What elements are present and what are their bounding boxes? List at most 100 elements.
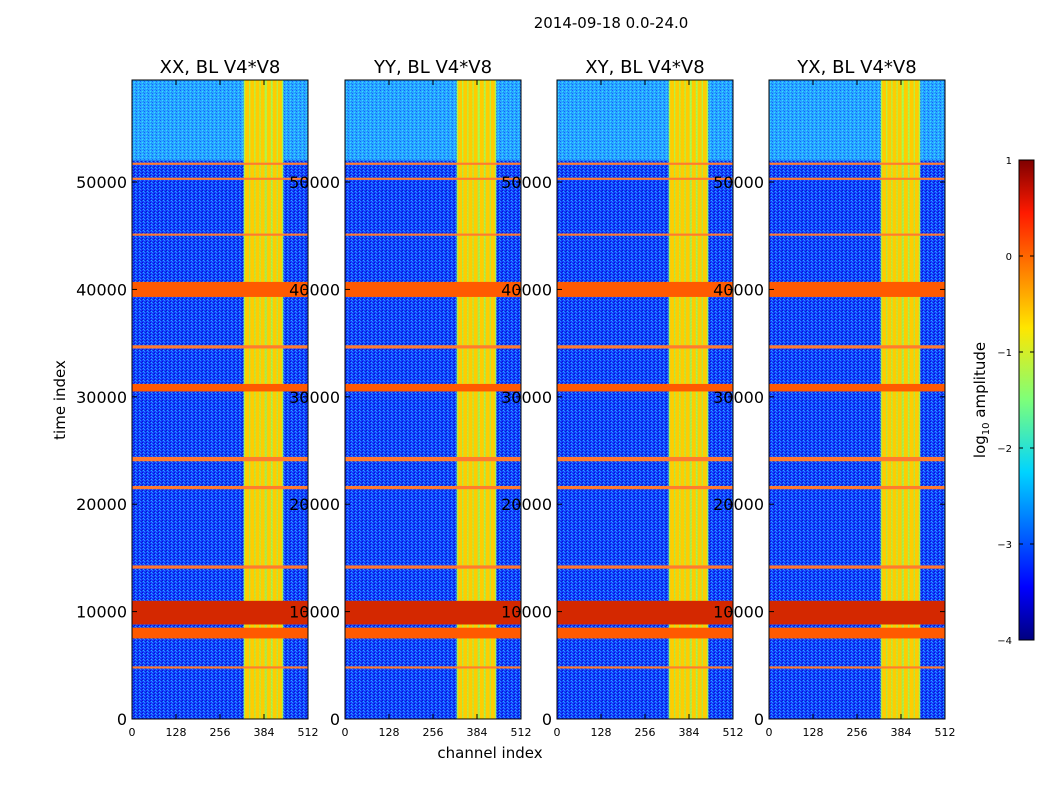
flagged-time-band — [345, 627, 521, 639]
rfi-channel-column — [490, 80, 495, 719]
y-tick-label: 40000 — [289, 280, 340, 299]
flagged-time-band — [769, 177, 945, 180]
flagged-time-band — [769, 456, 945, 462]
y-tick-label: 10000 — [501, 603, 552, 622]
y-tick-label: 10000 — [713, 603, 764, 622]
rfi-channel-column — [697, 80, 702, 719]
colorbar-tick-label: −2 — [997, 444, 1012, 455]
flagged-time-band — [345, 281, 521, 297]
rfi-channel-column — [479, 80, 484, 719]
y-axis-label: time index — [51, 360, 69, 440]
rfi-channel-column — [266, 80, 271, 719]
flagged-time-band — [345, 233, 521, 236]
flagged-time-band — [345, 345, 521, 349]
y-tick-label: 20000 — [289, 495, 340, 514]
flagged-time-band — [345, 383, 521, 392]
flagged-time-band — [132, 627, 308, 639]
rfi-channel-column — [691, 80, 696, 719]
y-tick-label: 30000 — [501, 388, 552, 407]
x-tick-label: 0 — [766, 726, 773, 739]
colorbar-gradient — [1018, 159, 1035, 641]
rfi-channel-column — [685, 80, 690, 719]
flagged-time-band — [132, 162, 308, 165]
flagged-time-band — [557, 627, 733, 639]
x-tick-label: 0 — [342, 726, 349, 739]
x-tick-label: 0 — [129, 726, 136, 739]
flagged-time-band — [769, 383, 945, 392]
x-tick-label: 128 — [803, 726, 824, 739]
x-tick-label: 256 — [847, 726, 868, 739]
y-tick-label: 30000 — [289, 388, 340, 407]
colorbar-label: log10 amplitude — [971, 342, 992, 458]
panel-title: YY, BL V4*V8 — [373, 57, 492, 78]
y-tick-label: 10000 — [289, 603, 340, 622]
y-tick-label: 0 — [117, 710, 127, 729]
rfi-channel-column — [468, 80, 473, 719]
y-tick-label: 40000 — [713, 280, 764, 299]
panel-xy: XY, BL V4*V8 0 128 256 384 512 0 10000 20000 3000… — [501, 57, 743, 739]
x-tick-label: 256 — [423, 726, 444, 739]
panel-yy: YY, BL V4*V8 0 128 256 384 512 0 10000 20000 3000… — [289, 57, 531, 739]
flagged-time-band — [345, 177, 521, 180]
rfi-channel-column — [675, 80, 680, 719]
flagged-time-band — [557, 177, 733, 180]
x-tick-label: 384 — [467, 726, 488, 739]
rfi-channel-column — [670, 80, 675, 719]
flagged-time-band — [132, 177, 308, 180]
flagged-time-band — [132, 485, 308, 490]
x-tick-label: 512 — [511, 726, 532, 739]
y-tick-label: 0 — [542, 710, 552, 729]
high-amplitude-band — [345, 600, 521, 625]
flagged-time-band — [769, 162, 945, 165]
y-tick-label: 40000 — [76, 280, 127, 299]
colorbar-tick-label: 1 — [1006, 156, 1012, 167]
colorbar-ticks: 1 0 −1 −2 −3 −4 — [997, 156, 1034, 647]
rfi-channel-column — [277, 80, 282, 719]
x-tick-label: 384 — [679, 726, 700, 739]
panel-title: YX, BL V4*V8 — [796, 57, 916, 78]
rfi-channel-column — [458, 80, 463, 719]
x-tick-label: 384 — [254, 726, 275, 739]
flagged-time-band — [769, 627, 945, 639]
high-amplitude-band — [769, 600, 945, 625]
y-tick-label: 50000 — [501, 173, 552, 192]
flagged-time-band — [132, 456, 308, 462]
flagged-time-band — [769, 345, 945, 349]
rfi-channel-column — [245, 80, 250, 719]
rfi-channel-column — [255, 80, 260, 719]
flagged-time-band — [557, 485, 733, 490]
flagged-time-band — [345, 456, 521, 462]
rfi-channel-column — [463, 80, 468, 719]
rfi-channel-column — [897, 80, 902, 719]
flagged-time-band — [132, 281, 308, 297]
panel-xx: XX, BL V4*V8 0 128 256 384 512 0 10000 20000 3000… — [76, 57, 318, 739]
flagged-time-band — [557, 456, 733, 462]
y-tick-label: 0 — [754, 710, 764, 729]
x-tick-label: 512 — [298, 726, 319, 739]
x-axis-label: channel index — [437, 744, 542, 762]
x-tick-label: 0 — [554, 726, 561, 739]
flagged-time-band — [345, 565, 521, 569]
flagged-time-band — [345, 666, 521, 669]
flagged-time-band — [132, 565, 308, 569]
x-tick-label: 128 — [379, 726, 400, 739]
y-tick-label: 30000 — [713, 388, 764, 407]
colorbar: 1 0 −1 −2 −3 −4 log10 amplitude — [971, 156, 1035, 647]
colorbar-tick-label: −3 — [997, 540, 1012, 551]
rfi-channel-column — [272, 80, 277, 719]
flagged-time-band — [557, 281, 733, 297]
flagged-time-band — [132, 233, 308, 236]
y-tick-label: 20000 — [501, 495, 552, 514]
x-tick-label: 512 — [935, 726, 956, 739]
flagged-time-band — [769, 565, 945, 569]
flagged-time-band — [769, 233, 945, 236]
x-tick-label: 128 — [166, 726, 187, 739]
rfi-channel-column — [914, 80, 919, 719]
colorbar-tick-label: −4 — [997, 636, 1012, 647]
rfi-channel-column — [909, 80, 914, 719]
flagged-time-band — [345, 162, 521, 165]
rfi-channel-column — [260, 80, 265, 719]
flagged-time-band — [557, 565, 733, 569]
y-tick-label: 50000 — [76, 173, 127, 192]
